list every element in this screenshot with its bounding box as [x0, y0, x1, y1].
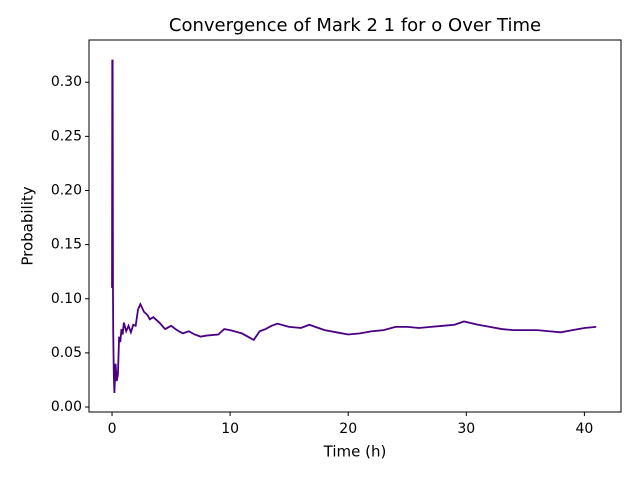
y-tick-label: 0.05 [51, 345, 82, 361]
y-tick-label: 0.30 [51, 74, 82, 90]
y-tick-label: 0.20 [51, 182, 82, 198]
y-tick-label: 0.10 [51, 291, 82, 307]
x-tick-label: 20 [339, 421, 357, 437]
y-axis-label: Probability [19, 186, 37, 265]
x-tick-label: 0 [108, 421, 117, 437]
x-tick-label: 30 [457, 421, 475, 437]
chart-title: Convergence of Mark 2 1 for o Over Time [169, 15, 541, 36]
plot-frame [88, 39, 622, 413]
line-series [111, 59, 597, 393]
y-tick-label: 0.00 [51, 399, 82, 415]
x-tick-label: 10 [221, 421, 239, 437]
y-tick-label: 0.25 [51, 128, 82, 144]
y-tick-label: 0.15 [51, 237, 82, 253]
x-axis-label: Time (h) [323, 443, 387, 461]
x-tick-label: 40 [575, 421, 593, 437]
